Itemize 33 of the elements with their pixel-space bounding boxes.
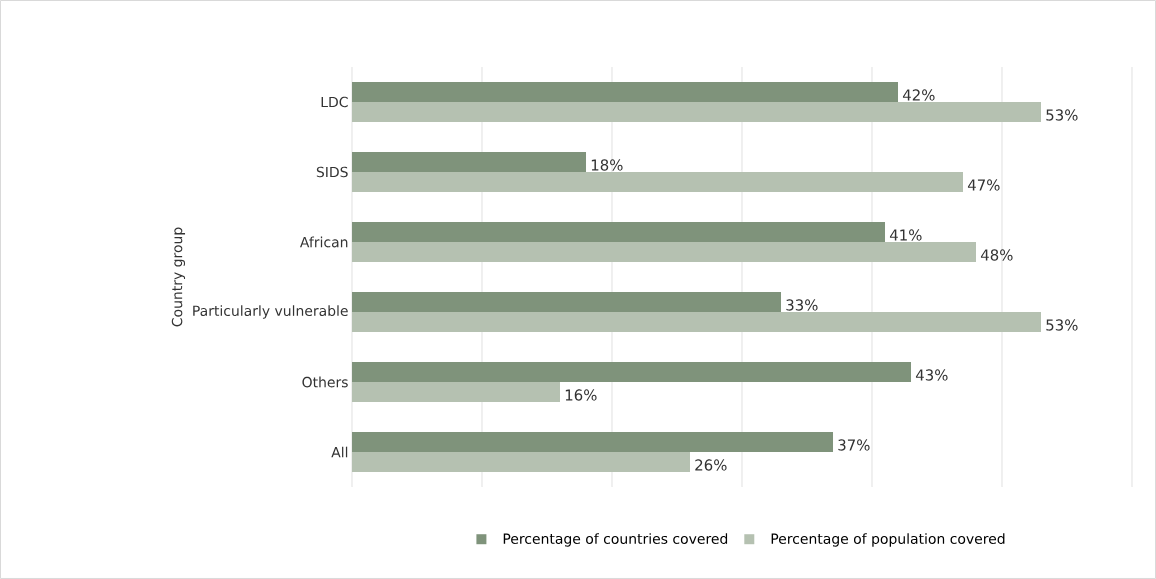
data-label: 42% [902,89,935,101]
data-label: 18% [591,159,623,171]
y-tick-label: African [299,236,348,248]
y-axis-title: Country group [171,227,186,327]
bar [352,311,1042,332]
data-label: 47% [967,179,1000,191]
data-label: 53% [1046,319,1078,331]
bar [352,81,899,102]
bar [352,171,964,192]
data-label: 43% [915,369,948,381]
bar [352,101,1042,122]
y-tick-label: SIDS [316,166,348,178]
data-label: 33% [786,299,818,311]
y-tick-label: Particularly vulnerable [193,305,348,319]
data-label: 41% [889,229,922,241]
data-label: 48% [980,249,1013,261]
y-tick-label: All [331,446,348,458]
data-label: 37% [838,439,870,451]
bar [352,291,782,312]
bar [352,221,886,242]
bar [352,151,587,172]
bar [352,431,834,452]
bar [352,381,561,402]
data-label: 53% [1046,109,1078,121]
y-tick-label: Others [302,376,348,388]
bar [352,361,912,382]
y-tick-label: LDC [321,96,348,108]
data-label: 16% [565,389,597,401]
bar [352,451,691,472]
legend-label: Percentage of population covered [771,533,1005,547]
data-label: 26% [695,459,727,471]
bar [352,241,977,262]
legend-label: Percentage of countries covered [503,533,728,547]
